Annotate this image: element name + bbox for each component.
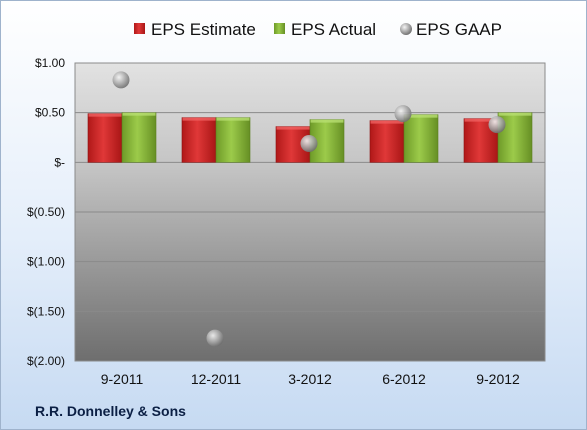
x-tick-label: 12-2011 [191,371,242,387]
legend-swatch-actual [274,23,285,34]
company-name: R.R. Donnelley & Sons [35,403,186,419]
bar-highlight [122,112,156,116]
y-tick-label: $1.00 [35,56,65,70]
bar-highlight [216,117,250,121]
bar-highlight [498,112,532,116]
y-tick-label: $- [54,155,65,169]
legend: EPS Estimate EPS Actual EPS GAAP [134,20,502,39]
x-axis: 9-2011 12-2011 3-2012 6-2012 9-2012 [101,371,520,387]
y-tick-label: $(2.00) [27,354,65,368]
point-eps-gaap [206,329,224,347]
point-eps-gaap [300,134,318,152]
bar-eps-estimate [87,113,123,163]
legend-label-estimate: EPS Estimate [151,20,256,39]
bars [87,112,533,163]
gaap-points [112,71,506,347]
bar-eps-actual [215,117,251,163]
bar-eps-estimate [369,120,405,163]
bar-highlight [464,118,498,122]
bar-eps-actual [121,112,157,163]
point-eps-gaap [488,116,506,134]
x-tick-label: 3-2012 [288,371,332,387]
bar-highlight [88,113,122,117]
point-eps-gaap [112,71,130,89]
bar-highlight [310,119,344,123]
y-axis: $1.00 $0.50 $- $(0.50) $(1.00) $(1.50) $(2.00) [27,56,65,368]
bar-highlight [404,114,438,118]
y-tick-label: $0.50 [35,106,65,120]
bar-highlight [276,126,310,130]
point-eps-gaap [394,105,412,123]
bar-eps-estimate [181,117,217,163]
legend-label-gaap: EPS GAAP [416,20,502,39]
bar-eps-actual [403,114,439,163]
y-tick-label: $(0.50) [27,205,65,219]
legend-swatch-gaap [400,23,412,35]
x-tick-label: 9-2012 [476,371,520,387]
y-tick-label: $(1.00) [27,255,65,269]
bar-highlight [182,117,216,121]
y-tick-label: $(1.50) [27,304,65,318]
x-tick-label: 9-2011 [101,371,144,387]
legend-label-actual: EPS Actual [291,20,376,39]
legend-swatch-estimate [134,23,145,34]
x-tick-label: 6-2012 [382,371,426,387]
bar-highlight [370,120,404,124]
